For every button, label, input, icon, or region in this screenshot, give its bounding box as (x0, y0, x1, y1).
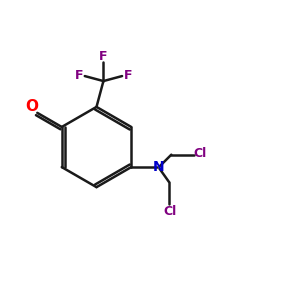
Text: F: F (99, 50, 108, 64)
Text: Cl: Cl (194, 147, 207, 160)
Text: Cl: Cl (163, 205, 176, 218)
Text: N: N (153, 160, 165, 174)
Text: O: O (26, 99, 38, 114)
Text: F: F (75, 69, 83, 82)
Text: F: F (124, 69, 132, 82)
